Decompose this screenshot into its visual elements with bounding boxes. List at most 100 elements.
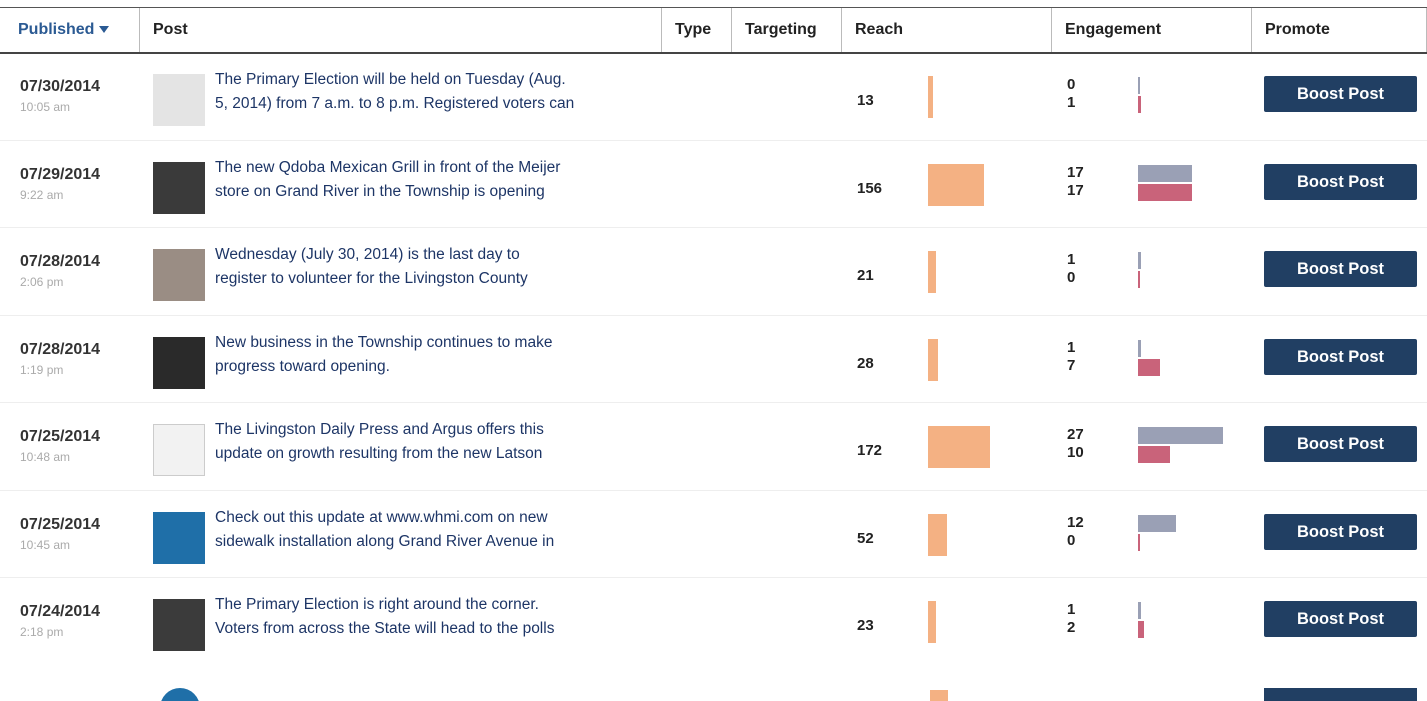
engagement-value: 1 <box>1067 251 1075 268</box>
engagement-value: 2 <box>1067 619 1075 636</box>
reach-value: 28 <box>857 355 874 372</box>
engagement-bar <box>1138 340 1141 357</box>
engagement-bar <box>1138 446 1170 463</box>
reach-bar <box>928 339 938 381</box>
post-thumbnail <box>153 249 205 301</box>
boost-post-button[interactable]: Boost Post <box>1264 76 1417 112</box>
column-header: Promote <box>1252 8 1427 52</box>
engagement-bar <box>1138 621 1144 638</box>
post-thumbnail <box>153 162 205 214</box>
engagement-value: 0 <box>1067 532 1075 549</box>
post-text[interactable]: Check out this update at www.whmi.com on… <box>215 506 548 530</box>
post-date: 07/28/2014 <box>20 341 100 359</box>
engagement-bar <box>1138 359 1160 376</box>
engagement-bar <box>1138 77 1140 94</box>
reach-value: 13 <box>857 92 874 109</box>
post-text[interactable]: update on growth resulting from the new … <box>215 442 542 466</box>
engagement-bar <box>1138 252 1141 269</box>
post-date: 07/24/2014 <box>20 603 100 621</box>
engagement-value: 0 <box>1067 76 1075 93</box>
post-text[interactable]: progress toward opening. <box>215 355 390 379</box>
post-thumbnail <box>153 337 205 389</box>
row-separator <box>0 490 1427 491</box>
engagement-bar <box>1138 534 1140 551</box>
boost-post-button[interactable]: Boost Post <box>1264 339 1417 375</box>
engagement-value: 1 <box>1067 339 1075 356</box>
post-thumbnail <box>153 424 205 476</box>
engagement-bar <box>1138 184 1192 201</box>
row-separator <box>0 315 1427 316</box>
post-text[interactable]: The Primary Election will be held on Tue… <box>215 68 566 92</box>
column-header: Engagement <box>1052 8 1252 52</box>
reach-value: 172 <box>857 442 882 459</box>
engagement-bar <box>1138 271 1140 288</box>
post-time: 1:19 pm <box>20 363 63 377</box>
row-separator <box>0 140 1427 141</box>
header-border <box>0 52 1427 54</box>
boost-post-button[interactable]: Boost Post <box>1264 601 1417 637</box>
post-date: 07/30/2014 <box>20 78 100 96</box>
post-time: 9:22 am <box>20 188 63 202</box>
engagement-bar <box>1138 602 1141 619</box>
post-text[interactable]: 5, 2014) from 7 a.m. to 8 p.m. Registere… <box>215 92 574 116</box>
engagement-bar <box>1138 427 1223 444</box>
post-text[interactable]: The new Qdoba Mexican Grill in front of … <box>215 156 560 180</box>
engagement-value: 27 <box>1067 426 1084 443</box>
reach-bar <box>928 514 947 556</box>
reach-value: 52 <box>857 530 874 547</box>
reach-bar <box>928 251 936 293</box>
post-date: 07/29/2014 <box>20 166 100 184</box>
engagement-bar <box>1138 96 1141 113</box>
engagement-bar <box>1138 515 1176 532</box>
engagement-value: 10 <box>1067 444 1084 461</box>
reach-value: 21 <box>857 267 874 284</box>
post-text[interactable]: Voters from across the State will head t… <box>215 617 554 641</box>
row-separator <box>0 577 1427 578</box>
post-thumbnail <box>153 512 205 564</box>
engagement-value: 17 <box>1067 182 1084 199</box>
post-text[interactable]: sidewalk installation along Grand River … <box>215 530 554 554</box>
post-text[interactable]: register to volunteer for the Livingston… <box>215 267 528 291</box>
reach-bar <box>928 76 933 118</box>
engagement-value: 17 <box>1067 164 1084 181</box>
engagement-value: 12 <box>1067 514 1084 531</box>
engagement-bar <box>1138 165 1192 182</box>
boost-post-button[interactable]: Boost Post <box>1264 251 1417 287</box>
insights-table: PublishedPostTypeTargetingReachEngagemen… <box>0 0 1427 701</box>
engagement-value: 7 <box>1067 357 1075 374</box>
post-date: 07/25/2014 <box>20 516 100 534</box>
boost-post-button[interactable]: Boost Post <box>1264 426 1417 462</box>
row-separator <box>0 227 1427 228</box>
partial-button <box>1264 688 1417 701</box>
post-time: 10:48 am <box>20 450 70 464</box>
column-header[interactable]: Published <box>0 8 140 52</box>
engagement-value: 0 <box>1067 269 1075 286</box>
post-time: 10:05 am <box>20 100 70 114</box>
engagement-value: 1 <box>1067 601 1075 618</box>
column-header: Reach <box>842 8 1052 52</box>
post-text[interactable]: New business in the Township continues t… <box>215 331 552 355</box>
column-header: Targeting <box>732 8 842 52</box>
post-thumbnail <box>153 74 205 126</box>
post-time: 2:18 pm <box>20 625 63 639</box>
partial-bar <box>930 690 948 701</box>
boost-post-button[interactable]: Boost Post <box>1264 514 1417 550</box>
reach-bar <box>928 601 936 643</box>
partial-thumbnail <box>160 688 200 701</box>
column-header: Type <box>662 8 732 52</box>
post-date: 07/28/2014 <box>20 253 100 271</box>
boost-post-button[interactable]: Boost Post <box>1264 164 1417 200</box>
post-thumbnail <box>153 599 205 651</box>
post-date: 07/25/2014 <box>20 428 100 446</box>
post-text[interactable]: The Primary Election is right around the… <box>215 593 539 617</box>
post-time: 2:06 pm <box>20 275 63 289</box>
sort-arrow[interactable] <box>99 26 109 33</box>
post-text[interactable]: Wednesday (July 30, 2014) is the last da… <box>215 243 520 267</box>
reach-bar <box>928 426 990 468</box>
post-text[interactable]: store on Grand River in the Township is … <box>215 180 545 204</box>
reach-bar <box>928 164 984 206</box>
row-separator <box>0 402 1427 403</box>
engagement-value: 1 <box>1067 94 1075 111</box>
post-text[interactable]: The Livingston Daily Press and Argus off… <box>215 418 544 442</box>
reach-value: 156 <box>857 180 882 197</box>
